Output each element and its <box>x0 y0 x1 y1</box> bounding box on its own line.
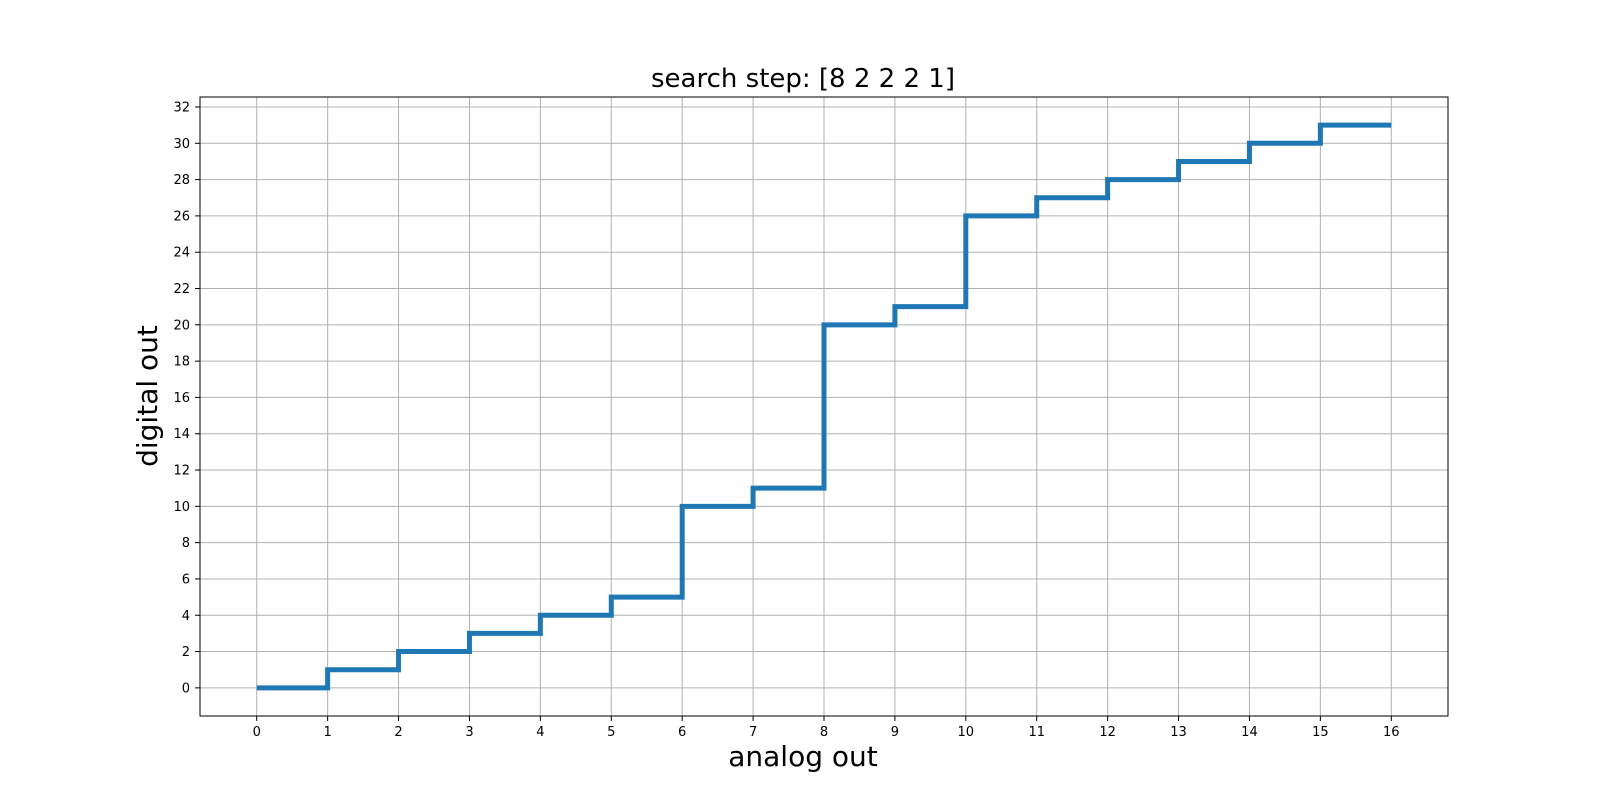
y-tick-label: 32 <box>173 100 190 115</box>
y-tick-label: 0 <box>182 681 190 696</box>
x-tick-label: 16 <box>1383 725 1400 740</box>
y-tick-label: 14 <box>173 427 190 442</box>
y-tick-label: 2 <box>182 645 190 660</box>
x-tick-label: 3 <box>465 725 473 740</box>
y-tick-label: 10 <box>173 500 190 515</box>
y-tick-label: 24 <box>173 246 190 261</box>
y-tick-label: 8 <box>182 536 190 551</box>
x-axis-label: analog out <box>728 740 878 773</box>
y-tick-label: 28 <box>173 173 190 188</box>
y-tick-label: 18 <box>173 355 190 370</box>
x-tick-label: 14 <box>1241 725 1258 740</box>
x-tick-label: 10 <box>958 725 975 740</box>
x-tick-label: 7 <box>749 725 757 740</box>
x-tick-label: 8 <box>820 725 828 740</box>
step-series-line <box>256 122 1392 691</box>
y-axis-label: digital out <box>131 325 164 467</box>
x-tick-label: 2 <box>394 725 402 740</box>
y-tick-label: 20 <box>173 318 190 333</box>
y-tick-label: 30 <box>173 137 190 152</box>
y-tick-label: 6 <box>182 572 190 587</box>
x-tick-label: 5 <box>607 725 615 740</box>
y-tick-label: 26 <box>173 209 190 224</box>
x-tick-label: 13 <box>1170 725 1187 740</box>
x-tick-label: 11 <box>1028 725 1045 740</box>
series-layer <box>256 122 1392 691</box>
x-tick-label: 12 <box>1099 725 1116 740</box>
chart-title: search step: [8 2 2 2 1] <box>651 64 955 94</box>
x-tick-label: 4 <box>536 725 544 740</box>
x-tick-label: 6 <box>678 725 686 740</box>
x-tick-label: 1 <box>323 725 331 740</box>
x-tick-label: 9 <box>891 725 899 740</box>
y-tick-label: 16 <box>173 391 190 406</box>
y-tick-label: 22 <box>173 282 190 297</box>
x-tick-label: 15 <box>1312 725 1329 740</box>
y-tick-label: 4 <box>182 609 190 624</box>
tick-layer: 0 1 2 3 4 5 6 7 8 9 10 11 12 13 14 15 160246810121416182… <box>173 100 1399 740</box>
x-tick-label: 0 <box>253 725 261 740</box>
y-tick-label: 12 <box>173 464 190 479</box>
